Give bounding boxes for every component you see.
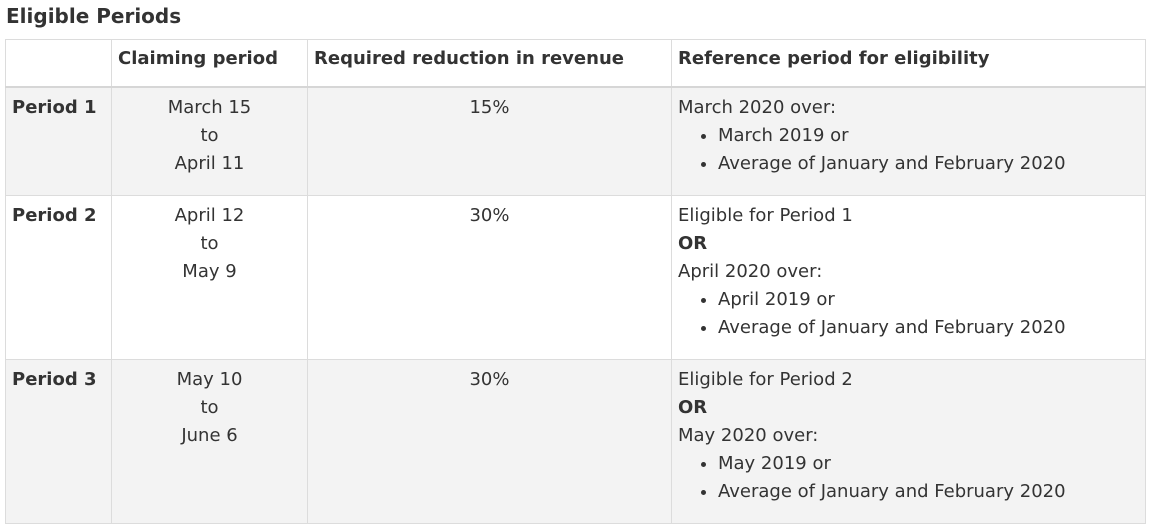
reduction-cell: 30%: [307, 195, 672, 360]
list-item: April 2019 or: [718, 286, 1139, 314]
header-row: Claiming period Required reduction in re…: [5, 39, 1146, 88]
claim-end: May 9: [182, 261, 237, 282]
row-label: Period 1: [5, 86, 112, 196]
reference-cell: Eligible for Period 1 OR April 2020 over…: [671, 195, 1146, 360]
reference-intro: March 2020 over:: [678, 97, 837, 118]
table-row-period-1: Period 1 March 15 to April 11 15% March …: [5, 86, 1146, 196]
reduction-cell: 15%: [307, 86, 672, 196]
list-item: Average of January and February 2020: [718, 478, 1139, 506]
header-claiming-period: Claiming period: [111, 39, 308, 88]
reference-prior-eligibility: Eligible for Period 2: [678, 369, 853, 390]
reference-intro: April 2020 over:: [678, 261, 823, 282]
claim-to: to: [200, 397, 219, 418]
claim-start: May 10: [176, 369, 243, 390]
table-row-period-3: Period 3 May 10 to June 6 30% Eligible f…: [5, 359, 1146, 524]
list-item: May 2019 or: [718, 450, 1139, 478]
row-label: Period 3: [5, 359, 112, 524]
claim-to: to: [200, 233, 219, 254]
reference-intro: May 2020 over:: [678, 425, 819, 446]
list-item: March 2019 or: [718, 122, 1139, 150]
reference-list: May 2019 or Average of January and Febru…: [678, 450, 1139, 506]
reduction-cell: 30%: [307, 359, 672, 524]
list-item: Average of January and February 2020: [718, 314, 1139, 342]
reference-cell: Eligible for Period 2 OR May 2020 over: …: [671, 359, 1146, 524]
claiming-period-cell: March 15 to April 11: [111, 86, 308, 196]
table-row-period-2: Period 2 April 12 to May 9 30% Eligible …: [5, 195, 1146, 360]
header-required-reduction: Required reduction in revenue: [307, 39, 672, 88]
or-separator: OR: [678, 233, 708, 254]
reference-list: April 2019 or Average of January and Feb…: [678, 286, 1139, 342]
header-blank: [5, 39, 112, 88]
row-label: Period 2: [5, 195, 112, 360]
claiming-period-cell: May 10 to June 6: [111, 359, 308, 524]
reference-cell: March 2020 over: March 2019 or Average o…: [671, 86, 1146, 196]
or-separator: OR: [678, 397, 708, 418]
claim-end: June 6: [181, 425, 238, 446]
eligible-periods-table: Claiming period Required reduction in re…: [5, 39, 1146, 524]
reference-list: March 2019 or Average of January and Feb…: [678, 122, 1139, 178]
reference-prior-eligibility: Eligible for Period 1: [678, 205, 853, 226]
claim-start: April 12: [174, 205, 245, 226]
table-caption: Eligible Periods: [6, 4, 182, 28]
list-item: Average of January and February 2020: [718, 150, 1139, 178]
header-reference-period: Reference period for eligibility: [671, 39, 1146, 88]
claiming-period-cell: April 12 to May 9: [111, 195, 308, 360]
claim-end: April 11: [174, 153, 245, 174]
claim-start: March 15: [167, 97, 252, 118]
claim-to: to: [200, 125, 219, 146]
